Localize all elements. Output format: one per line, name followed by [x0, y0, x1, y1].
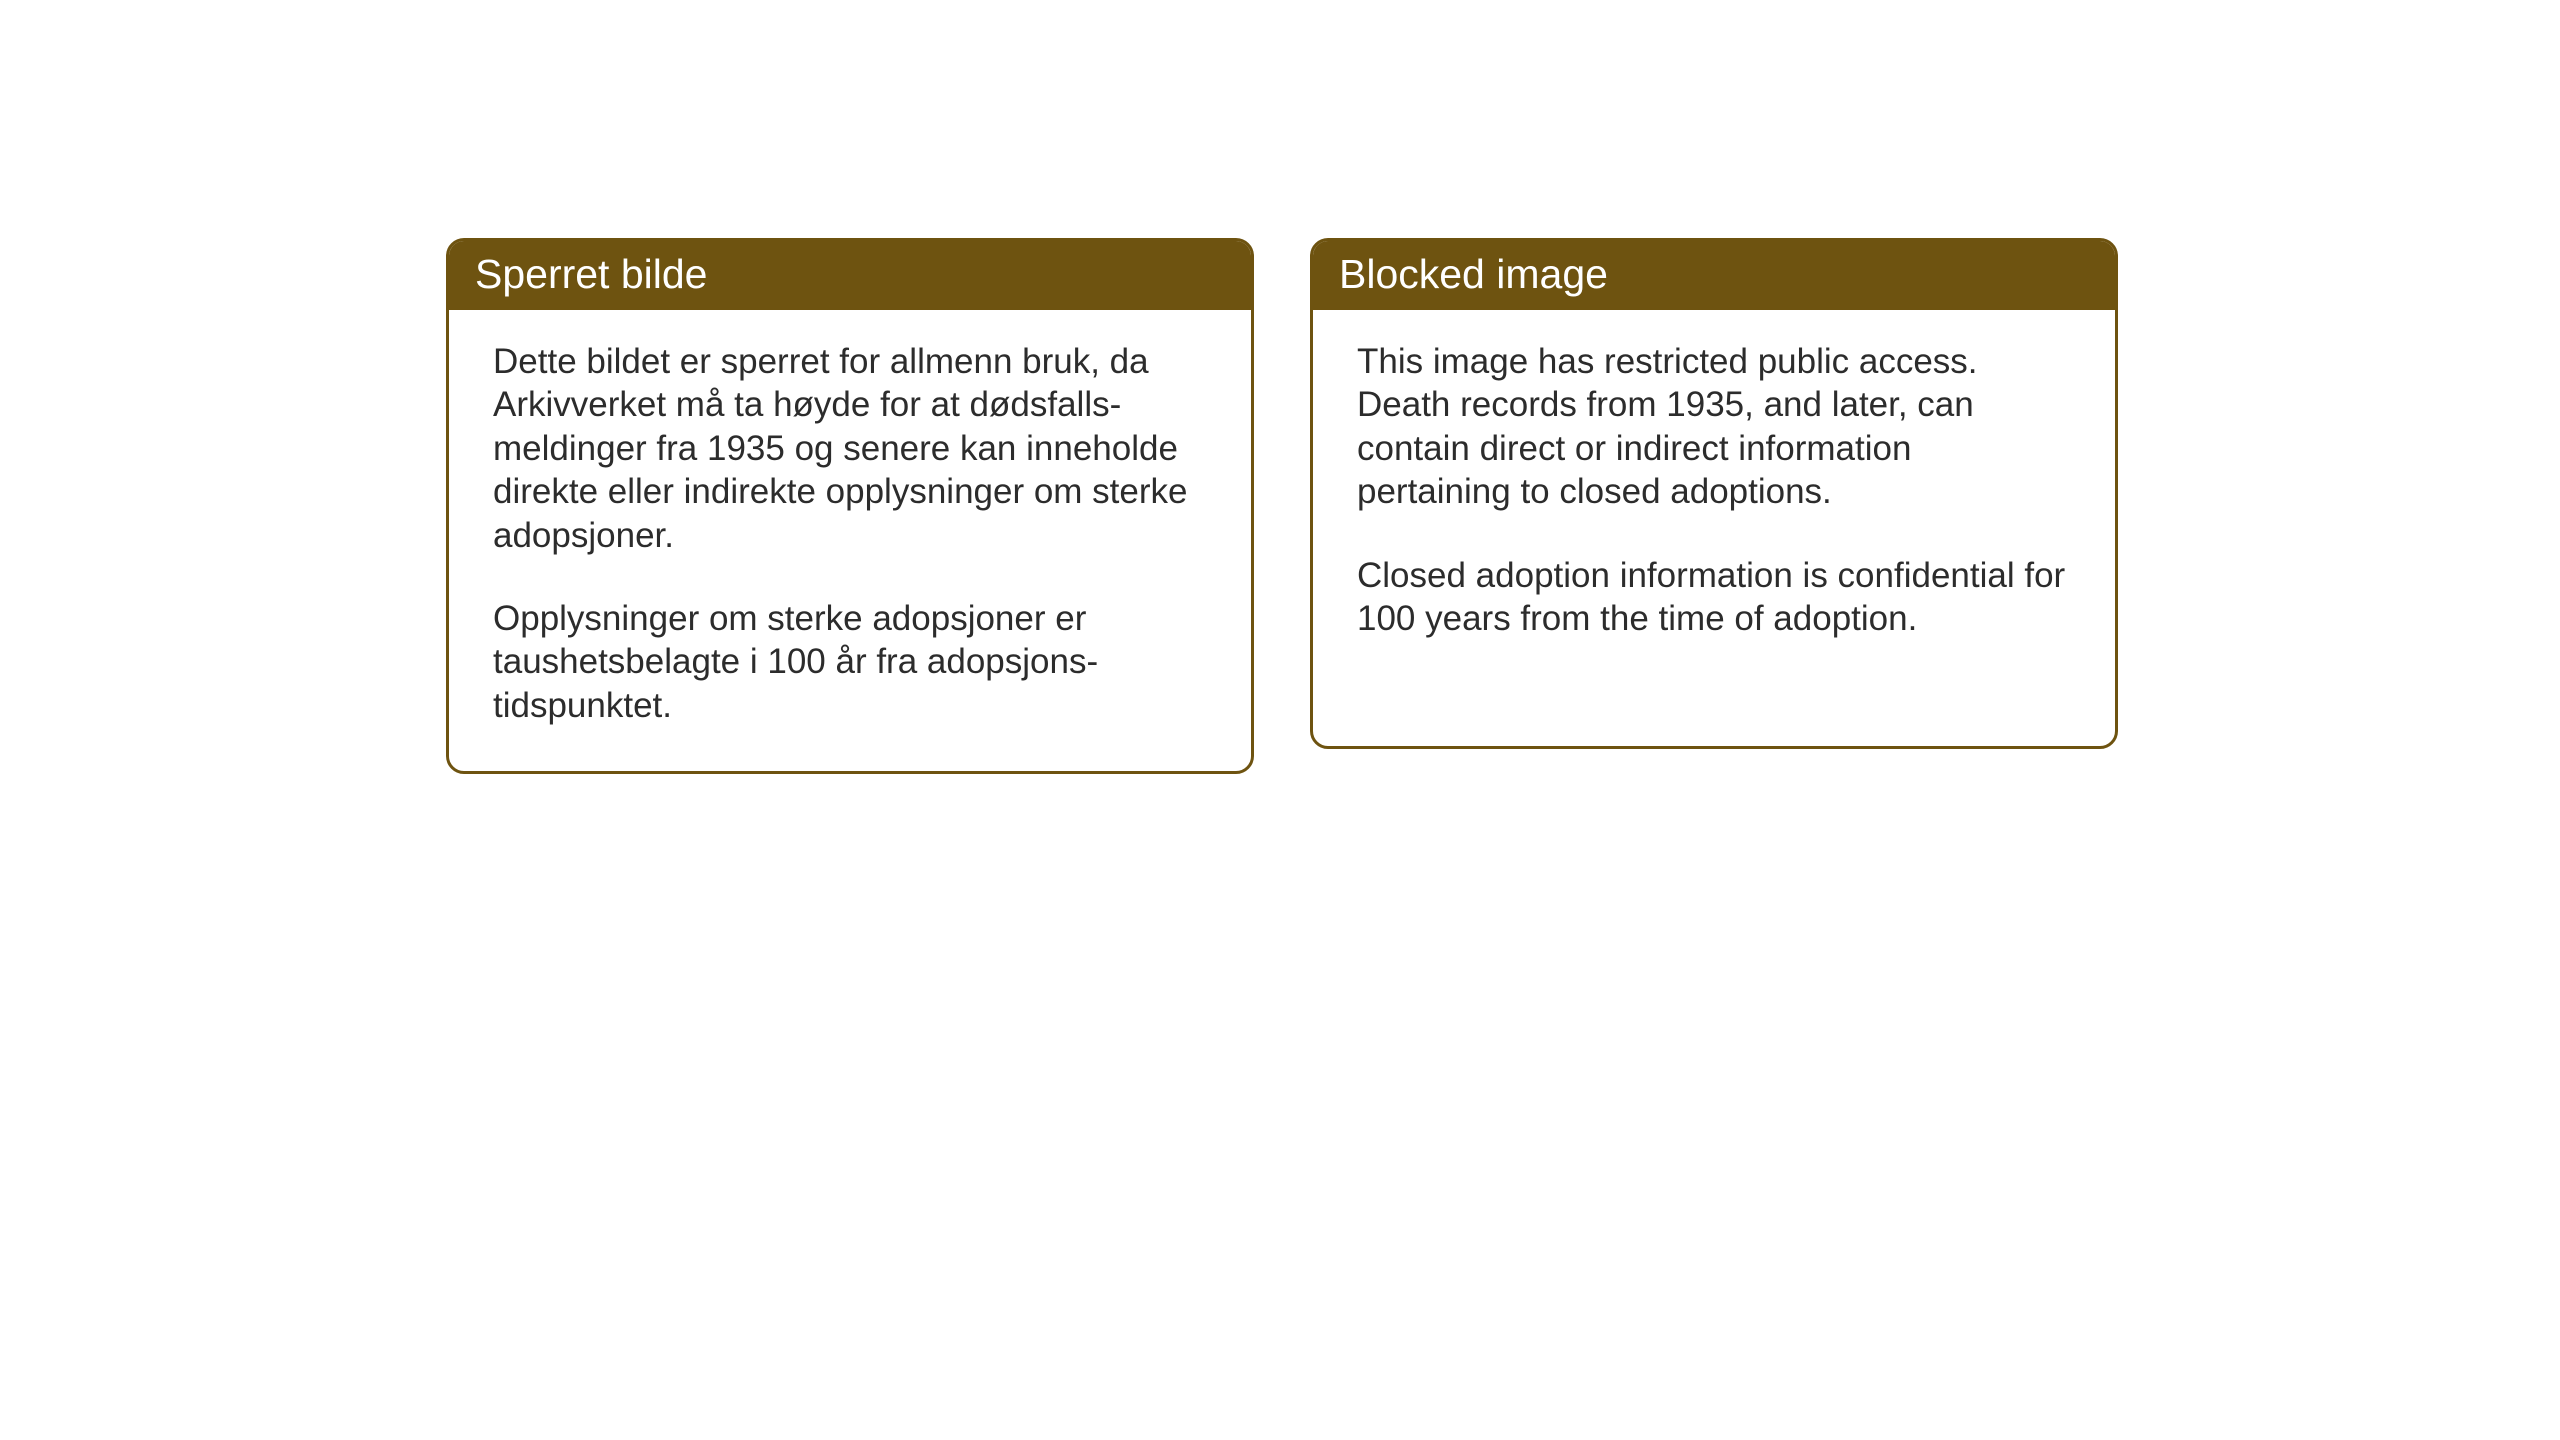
notice-paragraph-1-english: This image has restricted public access.… [1357, 340, 2071, 514]
notice-container: Sperret bilde Dette bildet er sperret fo… [446, 238, 2118, 774]
notice-paragraph-1-norwegian: Dette bildet er sperret for allmenn bruk… [493, 340, 1207, 557]
notice-paragraph-2-english: Closed adoption information is confident… [1357, 554, 2071, 641]
notice-card-norwegian: Sperret bilde Dette bildet er sperret fo… [446, 238, 1254, 774]
notice-paragraph-2-norwegian: Opplysninger om sterke adopsjoner er tau… [493, 597, 1207, 727]
notice-card-english: Blocked image This image has restricted … [1310, 238, 2118, 749]
notice-body-english: This image has restricted public access.… [1313, 310, 2115, 684]
notice-header-english: Blocked image [1313, 241, 2115, 310]
notice-header-norwegian: Sperret bilde [449, 241, 1251, 310]
notice-body-norwegian: Dette bildet er sperret for allmenn bruk… [449, 310, 1251, 771]
